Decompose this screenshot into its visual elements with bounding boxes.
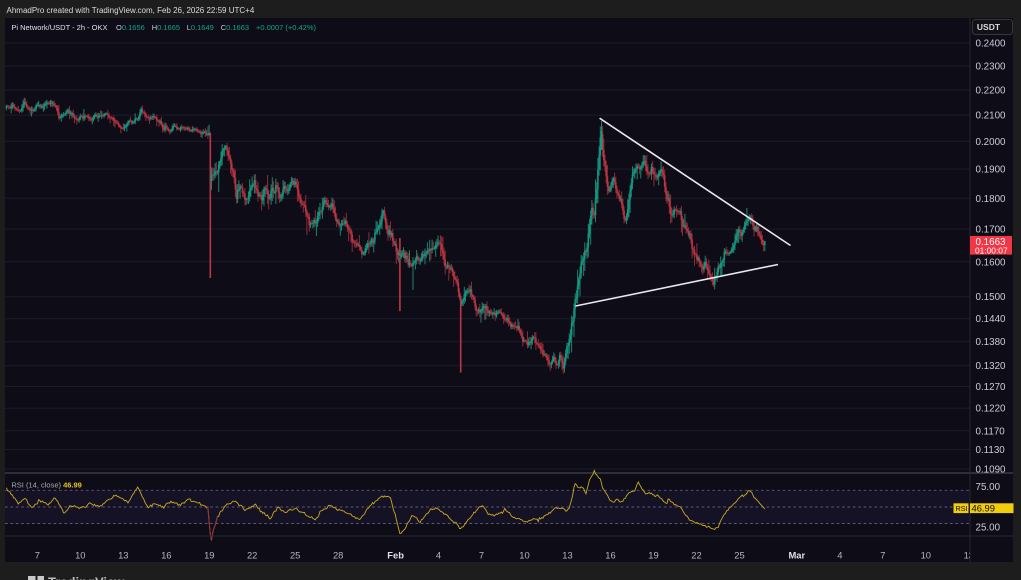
- svg-text:10: 10: [519, 550, 529, 561]
- svg-text:7: 7: [479, 550, 484, 561]
- svg-text:13: 13: [562, 550, 572, 561]
- svg-text:0.1500: 0.1500: [976, 292, 1007, 303]
- svg-text:AhmadPro created with TradingV: AhmadPro created with TradingView.com, F…: [7, 6, 255, 15]
- svg-text:01:00:07: 01:00:07: [975, 245, 1008, 255]
- svg-text:RSI (14, close) 46.99: RSI (14, close) 46.99: [11, 481, 81, 490]
- svg-text:25: 25: [734, 550, 744, 561]
- svg-text:0.1600: 0.1600: [976, 257, 1007, 268]
- svg-text:0.2000: 0.2000: [976, 137, 1007, 148]
- svg-text:0.1663: 0.1663: [976, 237, 1007, 248]
- svg-text:0.1800: 0.1800: [976, 194, 1007, 205]
- svg-text:13: 13: [118, 550, 128, 561]
- svg-text:Mar: Mar: [788, 550, 805, 561]
- svg-text:0.1900: 0.1900: [976, 165, 1007, 176]
- svg-text:0.1220: 0.1220: [976, 404, 1007, 415]
- svg-text:75.00: 75.00: [976, 482, 1001, 493]
- svg-text:28: 28: [333, 550, 343, 561]
- svg-text:7: 7: [880, 550, 885, 561]
- svg-text:4: 4: [436, 550, 441, 561]
- svg-text:25: 25: [290, 550, 300, 561]
- svg-text:RSI: RSI: [956, 504, 968, 513]
- svg-text:22: 22: [691, 550, 701, 561]
- svg-text:16: 16: [161, 550, 171, 561]
- svg-text:TradingView: TradingView: [48, 575, 125, 580]
- svg-text:4: 4: [837, 550, 842, 561]
- svg-text:7: 7: [35, 550, 40, 561]
- svg-text:USDT: USDT: [977, 22, 1001, 32]
- svg-text:0.1440: 0.1440: [976, 314, 1007, 325]
- svg-text:0.1170: 0.1170: [976, 426, 1006, 437]
- svg-text:22: 22: [247, 550, 257, 561]
- svg-text:0.2300: 0.2300: [976, 62, 1007, 73]
- svg-text:0.1700: 0.1700: [976, 225, 1007, 236]
- svg-text:0.1270: 0.1270: [976, 382, 1007, 393]
- svg-text:46.99: 46.99: [972, 502, 995, 513]
- svg-text:19: 19: [648, 550, 658, 561]
- svg-text:16: 16: [605, 550, 615, 561]
- svg-text:0.1130: 0.1130: [976, 445, 1006, 456]
- svg-text:25.00: 25.00: [976, 522, 1001, 533]
- svg-text:0.2400: 0.2400: [976, 39, 1007, 50]
- svg-text:19: 19: [204, 550, 214, 561]
- svg-text:10: 10: [75, 550, 85, 561]
- svg-text:0.1090: 0.1090: [976, 465, 1007, 476]
- svg-text:10: 10: [921, 550, 931, 561]
- svg-text:0.1380: 0.1380: [976, 337, 1007, 348]
- svg-text:Pi Network/USDT - 2h - OKX O0.: Pi Network/USDT - 2h - OKX O0.1656 H0.166…: [11, 23, 316, 32]
- svg-text:0.2100: 0.2100: [976, 111, 1007, 122]
- svg-text:13: 13: [964, 550, 974, 561]
- svg-text:0.1320: 0.1320: [976, 361, 1007, 372]
- svg-text:Feb: Feb: [387, 550, 404, 561]
- svg-text:0.2200: 0.2200: [976, 86, 1007, 97]
